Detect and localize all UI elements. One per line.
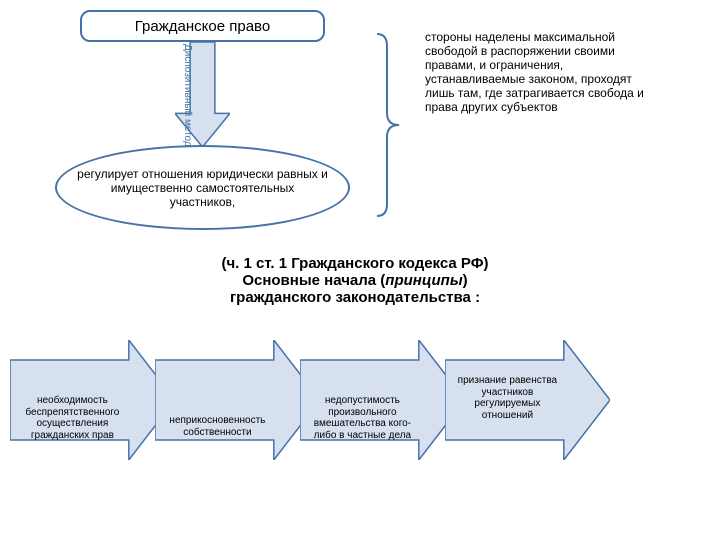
- regulates-text: регулирует отношения юридически равных и…: [77, 167, 328, 209]
- principle-arrow: недопустимость произвольного вмешательст…: [300, 340, 465, 460]
- principle-label: неприкосновенность собственности: [161, 415, 274, 438]
- title-box: Гражданское право: [80, 10, 325, 42]
- principles-header: (ч. 1 ст. 1 Гражданского кодекса РФ) Осн…: [180, 255, 530, 306]
- regulates-ellipse: регулирует отношения юридически равных и…: [55, 145, 350, 230]
- principles-row: необходимость беспрепятственного осущест…: [0, 340, 720, 460]
- principles-header-line2b: принципы: [385, 272, 462, 289]
- principle-arrow: признание равенства участников регулируе…: [445, 340, 610, 460]
- principles-header-line1: (ч. 1 ст. 1 Гражданского кодекса РФ): [221, 255, 488, 272]
- principle-label: необходимость беспрепятственного осущест…: [16, 395, 129, 441]
- principle-label: признание равенства участников регулируе…: [451, 375, 564, 421]
- principle-label: недопустимость произвольного вмешательст…: [306, 395, 419, 441]
- title-text: Гражданское право: [135, 18, 270, 35]
- principle-arrow: неприкосновенность собственности: [155, 340, 320, 460]
- explanation-text: стороны наделены максимальной свободой в…: [425, 30, 644, 114]
- principle-arrow: необходимость беспрепятственного осущест…: [10, 340, 175, 460]
- explanation-text-box: стороны наделены максимальной свободой в…: [425, 30, 655, 114]
- method-label-text: Диспозитивный метод: [182, 44, 193, 147]
- curly-bracket: [375, 30, 405, 220]
- principles-header-line2c: ): [463, 272, 468, 289]
- principles-header-line3: гражданского законодательства :: [230, 289, 480, 306]
- principles-header-line2a: Основные начала (: [242, 272, 385, 289]
- method-label: Диспозитивный метод: [182, 44, 193, 147]
